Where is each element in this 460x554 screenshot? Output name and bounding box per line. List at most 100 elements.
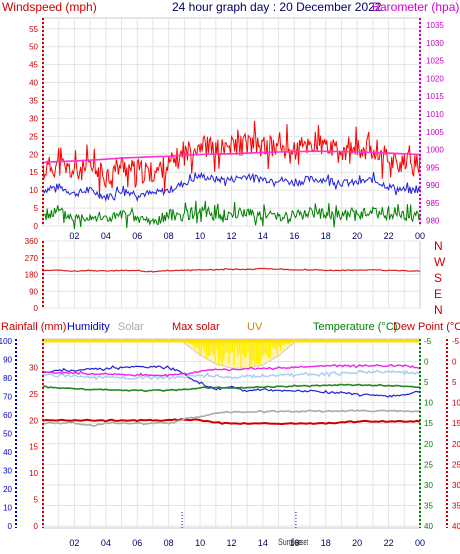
baro-tick-label: 1015 xyxy=(426,92,444,101)
wind-tick-label: 15 xyxy=(29,168,38,177)
dewpoint-tick-label: 20 xyxy=(452,440,460,449)
direction-tick-label: 90 xyxy=(29,287,38,296)
windspeed-axis-label: Windspeed (mph) xyxy=(2,0,97,14)
humidity-tick-label: 50 xyxy=(3,430,12,439)
graph-title: 24 hour graph day : 20 December 2022 xyxy=(172,0,382,14)
wind-gust-series xyxy=(42,120,421,197)
x-tick-label: 12 xyxy=(226,231,236,241)
temp-tick-label: -5 xyxy=(424,337,432,346)
solar-series xyxy=(42,409,421,428)
rain-tick-label: 20 xyxy=(29,416,38,425)
direction-tick-label: 0 xyxy=(34,304,39,313)
wind-tick-label: 40 xyxy=(29,79,38,88)
dewpoint-tick-label: -5 xyxy=(452,337,460,346)
x-tick-label: 04 xyxy=(101,538,111,548)
rainfall-label: Rainfall (mm) xyxy=(1,321,66,333)
direction-tick-label: 360 xyxy=(25,237,39,246)
barometer-axis-label: Barometer (hpa) xyxy=(372,0,459,14)
x-tick-label: 10 xyxy=(195,231,205,241)
dewpoint-tick-label: 35 xyxy=(452,501,460,510)
x-tick-label: 06 xyxy=(132,538,142,548)
direction-series xyxy=(42,267,421,273)
humidity-tick-label: 20 xyxy=(3,485,12,494)
temperature-label: Temperature (°C) xyxy=(313,321,397,333)
compass-s: S xyxy=(434,271,442,285)
baro-tick-label: 1030 xyxy=(426,39,444,48)
rain-tick-label: 25 xyxy=(29,390,38,399)
baro-tick-label: 990 xyxy=(426,181,440,190)
wind-tick-label: 45 xyxy=(29,61,38,70)
x-tick-label: 00 xyxy=(415,231,425,241)
solar-label: Solar xyxy=(118,321,144,333)
x-tick-label: 18 xyxy=(321,538,331,548)
humidity-tick-label: 60 xyxy=(3,411,12,420)
humidity-tick-label: 90 xyxy=(3,356,12,365)
humidity-tick-label: 100 xyxy=(0,337,13,346)
x-tick-label: 00 xyxy=(415,538,425,548)
humidity-label: Humidity xyxy=(67,321,110,333)
x-tick-label: 20 xyxy=(352,538,362,548)
temp-tick-label: 30 xyxy=(424,481,433,490)
x-tick-label: 22 xyxy=(384,231,394,241)
direction-tick-label: 180 xyxy=(25,271,39,280)
x-tick-label: 16 xyxy=(289,538,299,548)
dewpoint-tick-label: 25 xyxy=(452,460,460,469)
dewpoint-tick-label: 5 xyxy=(452,378,457,387)
rain-tick-label: 0 xyxy=(34,522,39,531)
x-tick-label: 04 xyxy=(101,231,111,241)
x-tick-label: 08 xyxy=(164,231,174,241)
dewpoint-tick-label: 0 xyxy=(452,358,457,367)
wind-average-series xyxy=(42,171,421,202)
temp-tick-label: 0 xyxy=(424,358,429,367)
temp-tick-label: 5 xyxy=(424,378,429,387)
barometer-series xyxy=(42,150,421,164)
rain-tick-label: 5 xyxy=(34,496,39,505)
wind-tick-label: 20 xyxy=(29,150,38,159)
dewpoint-series xyxy=(42,364,421,378)
feels-series xyxy=(42,369,421,381)
temp-tick-label: 40 xyxy=(424,522,433,531)
wind-tick-label: 55 xyxy=(29,25,38,34)
wind-tick-label: 25 xyxy=(29,132,38,141)
compass-w: W xyxy=(434,255,446,269)
wind-low-series xyxy=(42,200,421,230)
wind-tick-label: 30 xyxy=(29,114,38,123)
dewpoint-tick-label: 40 xyxy=(452,522,460,531)
baro-tick-label: 1035 xyxy=(426,21,444,30)
wind-tick-label: 10 xyxy=(29,186,38,195)
dewpoint-label: Dew Point (°C) xyxy=(393,321,460,333)
dewpoint-tick-label: 10 xyxy=(452,399,460,408)
x-tick-label: 14 xyxy=(258,538,268,548)
x-tick-label: 12 xyxy=(226,538,236,548)
humidity-series xyxy=(42,365,421,398)
x-tick-label: 02 xyxy=(69,231,79,241)
baro-tick-label: 1010 xyxy=(426,110,444,119)
humidity-tick-label: 0 xyxy=(8,522,13,531)
baro-tick-label: 980 xyxy=(426,217,440,226)
rain-tick-label: 15 xyxy=(29,443,38,452)
rainfall-series xyxy=(42,418,421,426)
temp-tick-label: 20 xyxy=(424,440,433,449)
x-tick-label: 22 xyxy=(384,538,394,548)
temp-tick-label: 25 xyxy=(424,460,433,469)
wind-tick-label: 35 xyxy=(29,96,38,105)
sunrise-label: Sunrise xyxy=(278,537,302,547)
direction-tick-label: 270 xyxy=(25,254,39,263)
dewpoint-tick-label: 15 xyxy=(452,419,460,428)
baro-tick-label: 985 xyxy=(426,199,440,208)
x-tick-label: 20 xyxy=(352,231,362,241)
x-tick-label: 14 xyxy=(258,231,268,241)
compass-n-top: N xyxy=(434,239,443,253)
x-tick-label: 02 xyxy=(69,538,79,548)
x-tick-label: 18 xyxy=(321,231,331,241)
wind-tick-label: 5 xyxy=(34,204,39,213)
humidity-tick-label: 10 xyxy=(3,504,12,513)
x-tick-label: 10 xyxy=(195,538,205,548)
baro-tick-label: 1005 xyxy=(426,128,444,137)
rain-tick-label: 10 xyxy=(29,469,38,478)
temp-tick-label: 15 xyxy=(424,419,433,428)
sunset-label: Sunset xyxy=(291,537,308,547)
x-tick-label: 06 xyxy=(132,231,142,241)
humidity-tick-label: 70 xyxy=(3,393,12,402)
